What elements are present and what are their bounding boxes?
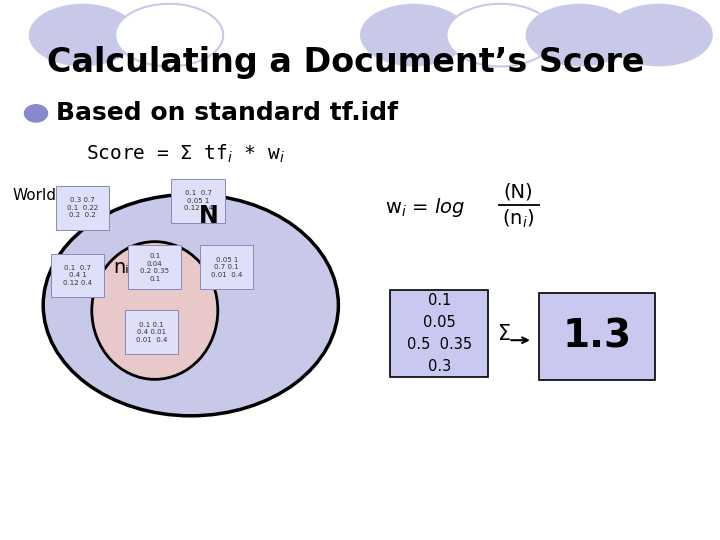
Ellipse shape [360,4,468,66]
Text: N: N [199,204,219,228]
FancyBboxPatch shape [171,179,225,222]
Text: w$_i$ = $\it{log}$: w$_i$ = $\it{log}$ [385,197,465,219]
FancyBboxPatch shape [200,245,253,289]
FancyBboxPatch shape [56,186,109,230]
Text: 0.3 0.7
0.1  0.22
0.2  0.2: 0.3 0.7 0.1 0.22 0.2 0.2 [67,198,99,218]
Text: 0.1
0.05
0.5  0.35
0.3: 0.1 0.05 0.5 0.35 0.3 [407,293,472,374]
FancyBboxPatch shape [539,293,655,380]
Text: Score = $\Sigma$ tf$_i$ * w$_i$: Score = $\Sigma$ tf$_i$ * w$_i$ [86,143,285,165]
Text: (N): (N) [503,182,534,201]
Text: 0.05 1
0.7 0.1
0.01  0.4: 0.05 1 0.7 0.1 0.01 0.4 [211,257,243,278]
Text: (n$_i$): (n$_i$) [502,208,535,231]
Text: World: World [13,188,57,203]
FancyBboxPatch shape [51,254,104,297]
FancyBboxPatch shape [125,310,178,354]
Text: 0.1  0.7
0.05 1
0.12 0.4: 0.1 0.7 0.05 1 0.12 0.4 [184,191,212,211]
Circle shape [43,194,338,416]
Text: Based on standard tf.idf: Based on standard tf.idf [56,102,398,125]
Circle shape [24,105,48,122]
Text: 0.1 0.1
0.4 0.01
0.01  0.4: 0.1 0.1 0.4 0.01 0.01 0.4 [135,322,167,342]
FancyBboxPatch shape [128,245,181,289]
Ellipse shape [526,4,634,66]
Ellipse shape [605,4,713,66]
Text: 0.1
0.04
0.2 0.35
0.1: 0.1 0.04 0.2 0.35 0.1 [140,253,169,281]
Text: Calculating a Document’s Score: Calculating a Document’s Score [47,45,644,79]
Text: nᵢ: nᵢ [113,258,129,277]
Ellipse shape [115,4,223,66]
FancyBboxPatch shape [390,290,488,377]
Ellipse shape [92,241,218,379]
Text: 1.3: 1.3 [562,317,632,355]
Ellipse shape [29,4,137,66]
Text: $\Sigma$: $\Sigma$ [497,323,511,344]
Text: 0.1  0.7
0.4 1
0.12 0.4: 0.1 0.7 0.4 1 0.12 0.4 [63,265,92,286]
Ellipse shape [446,4,554,66]
